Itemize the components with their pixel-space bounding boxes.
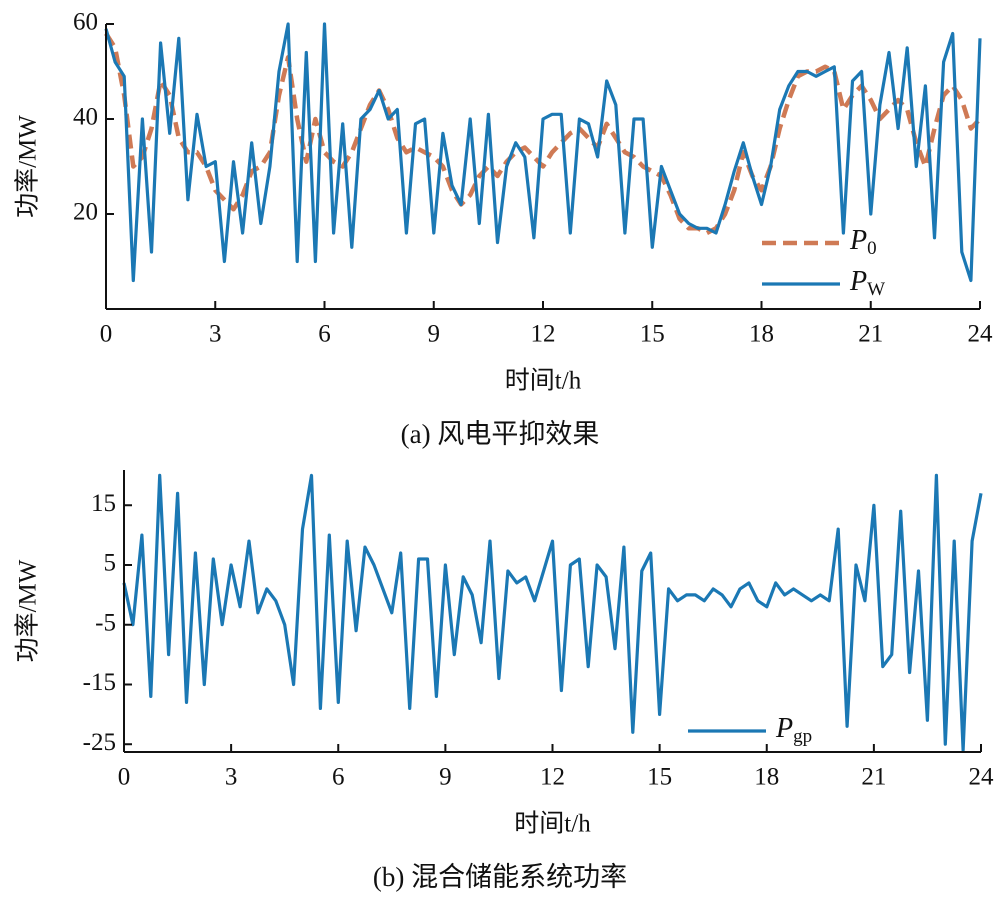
x-tick-label: 18 xyxy=(749,321,774,348)
x-tick-label: 21 xyxy=(861,764,886,791)
x-tick-label: 3 xyxy=(225,764,238,791)
caption: (b) 混合储能系统功率 xyxy=(373,862,627,892)
x-tick-label: 21 xyxy=(858,321,883,348)
x-tick-label: 3 xyxy=(209,321,222,348)
y-tick-label: 40 xyxy=(73,104,98,131)
x-tick-label: 12 xyxy=(531,321,556,348)
x-tick-label: 18 xyxy=(754,764,779,791)
data-line xyxy=(104,32,982,236)
y-tick-label: 5 xyxy=(104,550,117,577)
x-tick-label: 24 xyxy=(968,321,994,348)
y-tick-label: -25 xyxy=(83,729,116,756)
y-tick-label: 20 xyxy=(73,199,98,226)
x-tick-label: 15 xyxy=(647,764,672,791)
x-axis-label: 时间t/h xyxy=(505,367,582,395)
x-tick-label: 0 xyxy=(118,764,131,791)
caption: (a) 风电平抑效果 xyxy=(401,419,600,449)
x-tick-label: 15 xyxy=(640,321,665,348)
legend-label: Pgp xyxy=(775,713,812,747)
data-line xyxy=(104,22,982,283)
x-tick-label: 9 xyxy=(428,321,441,348)
y-tick-label: -5 xyxy=(95,609,116,636)
x-tick-label: 24 xyxy=(969,764,995,791)
y-tick-label: 60 xyxy=(73,9,98,36)
y-tick-label: 15 xyxy=(91,490,116,517)
legend-label: P0 xyxy=(849,225,877,259)
y-axis-label: 功率/MW xyxy=(14,559,42,662)
x-tick-label: 9 xyxy=(439,764,452,791)
x-axis-label: 时间t/h xyxy=(514,810,591,838)
y-axis-label: 功率/MW xyxy=(14,115,42,218)
x-tick-label: 12 xyxy=(540,764,565,791)
y-tick-label: -15 xyxy=(83,669,116,696)
x-tick-label: 6 xyxy=(318,321,331,348)
data-line xyxy=(122,473,983,752)
legend-label: PW xyxy=(849,266,885,300)
x-tick-label: 6 xyxy=(332,764,345,791)
x-tick-label: 0 xyxy=(100,321,113,348)
